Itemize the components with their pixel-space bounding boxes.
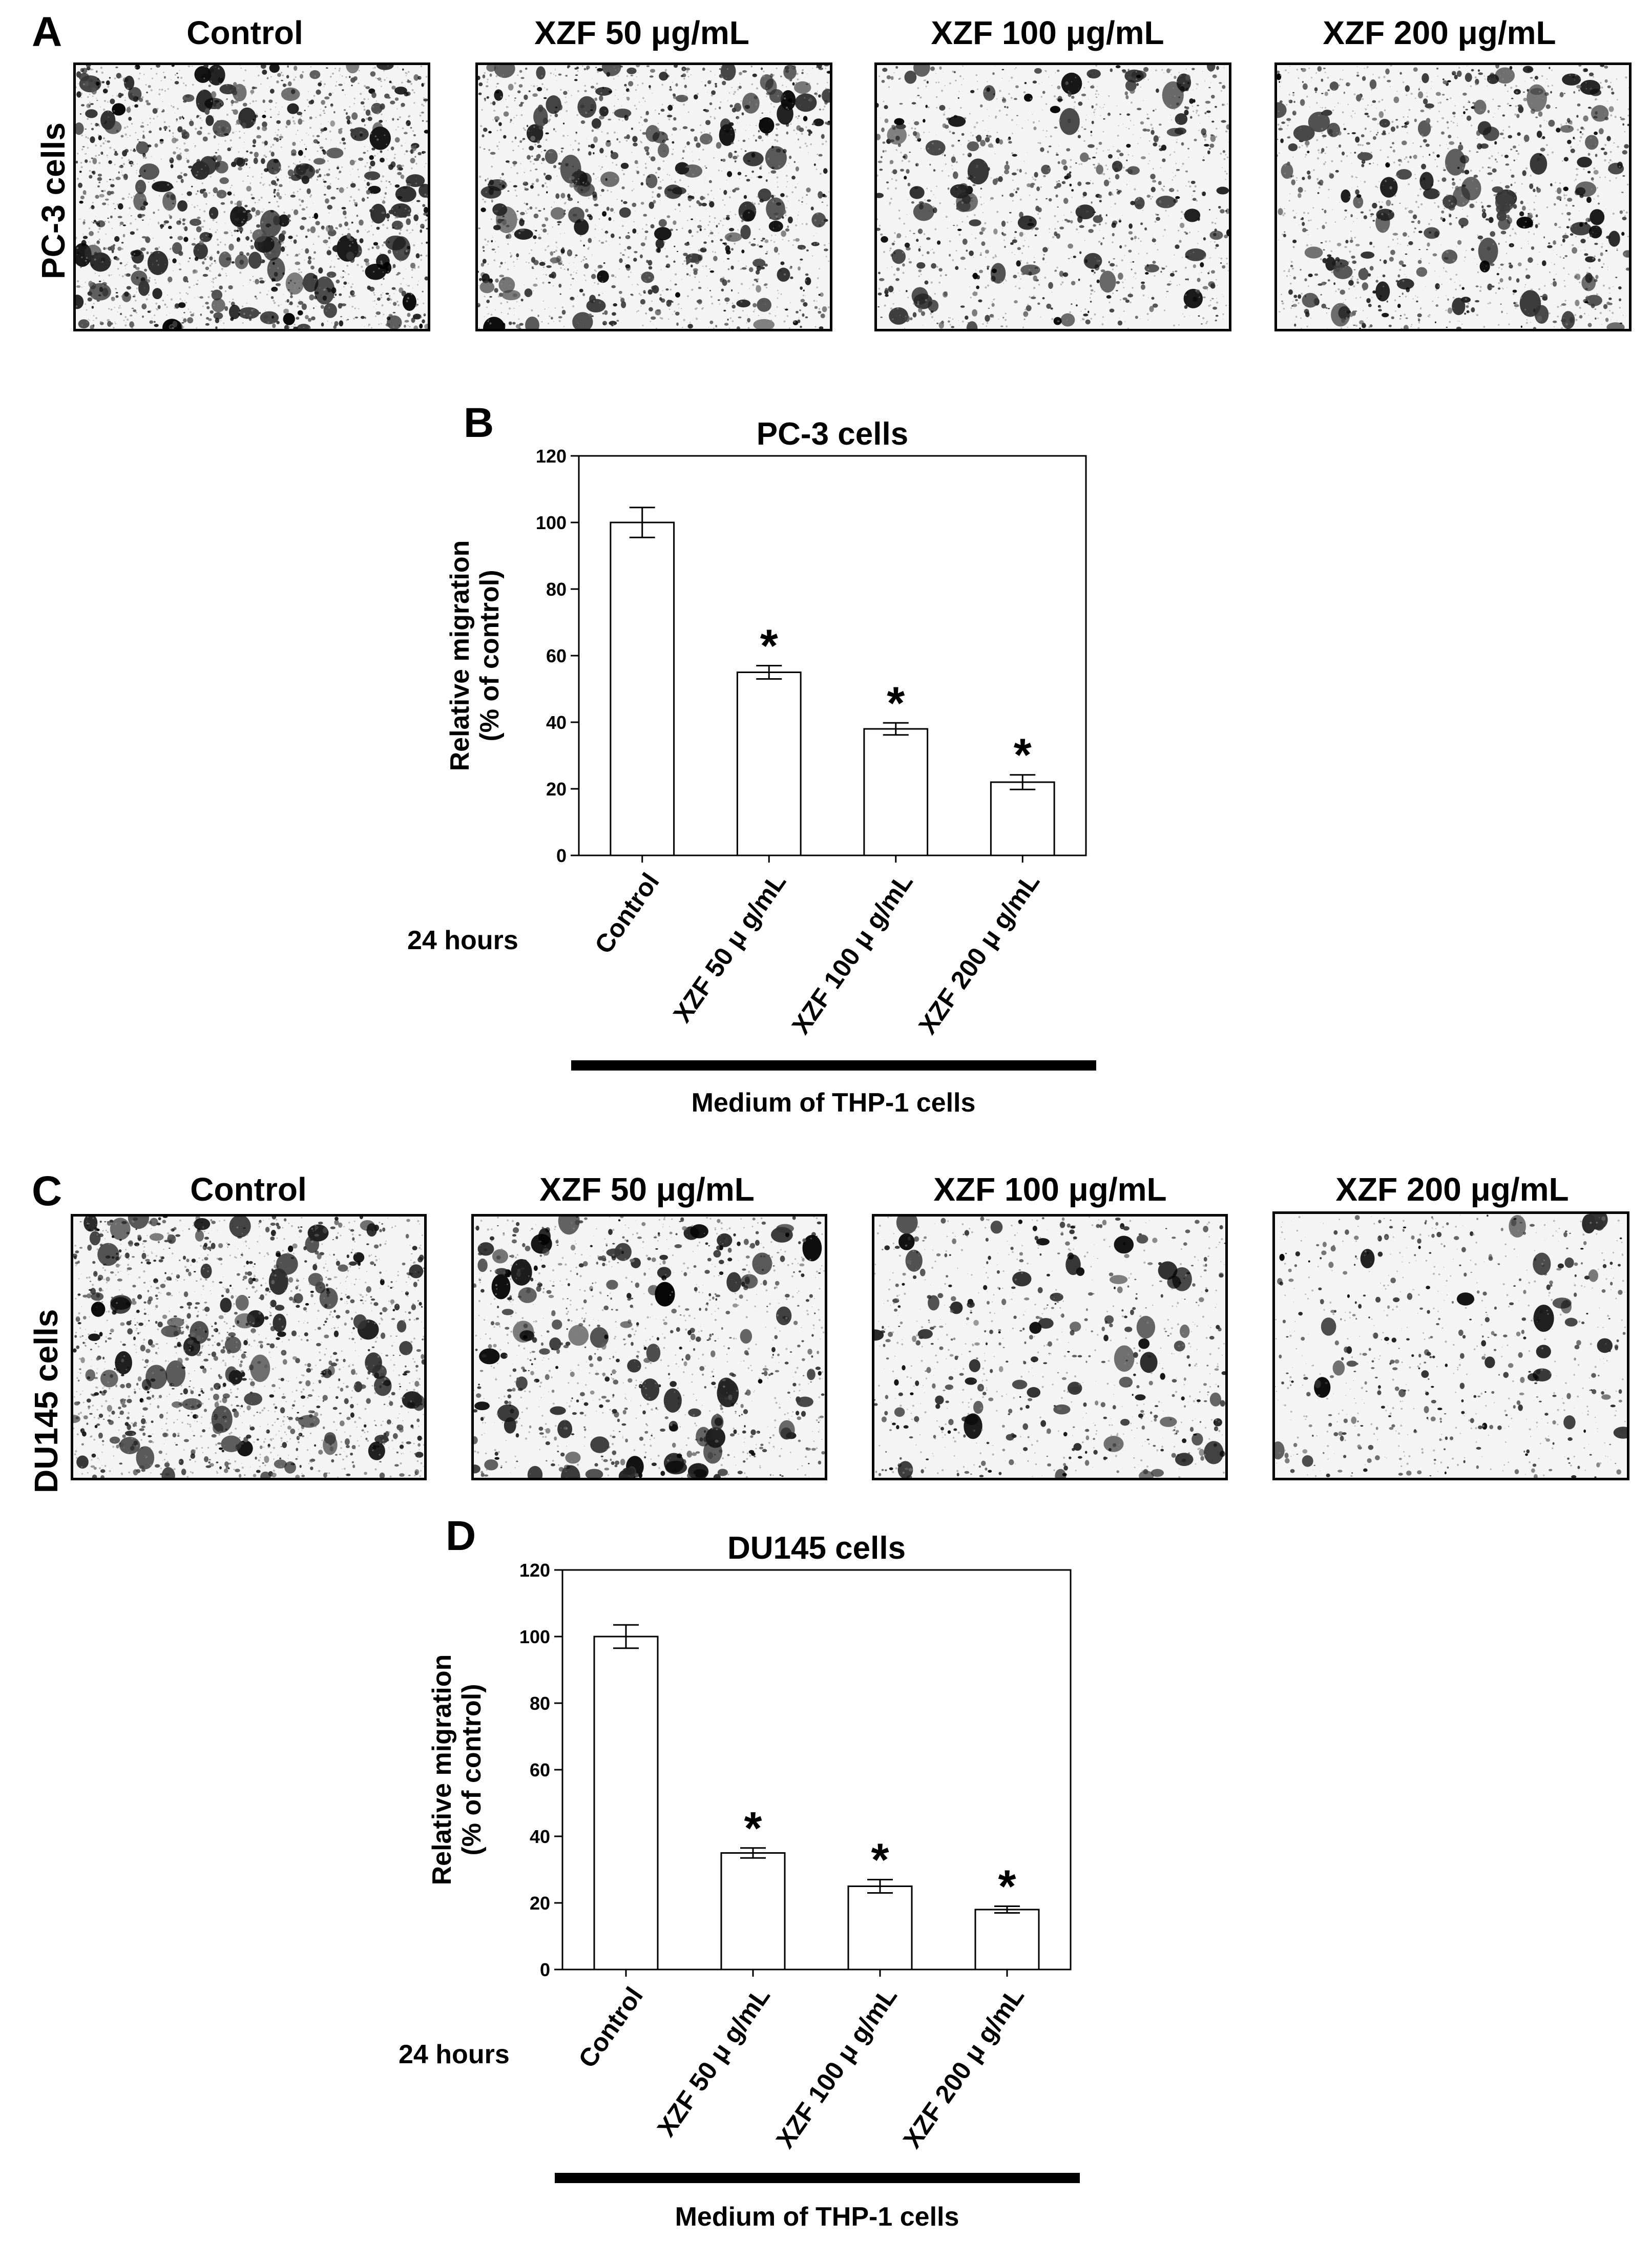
significance-mark-2: *: [871, 1835, 889, 1886]
bar-2: [847, 1885, 913, 1971]
significance-mark-3: *: [1014, 730, 1032, 781]
chart-d-treatment-bracket: [555, 2173, 1080, 2183]
category-label-0: Control: [573, 1982, 649, 2073]
panel-letter-a: A: [32, 9, 62, 55]
y-tick-label: 80: [530, 1693, 550, 1714]
chart-b-medium-label: Medium of THP-1 cells: [691, 1088, 976, 1118]
col-title-a-1: XZF 50 μg/mL: [534, 14, 749, 51]
y-tick-label: 20: [530, 1893, 550, 1914]
y-tick-label: 120: [519, 1560, 550, 1581]
micrograph-du145-xzf100: [872, 1214, 1228, 1480]
panel-letter-b: B: [464, 400, 494, 446]
y-axis-label-unit: (% of control): [475, 570, 505, 741]
micrograph-du145-xzf50: [471, 1214, 827, 1480]
col-title-c-2: XZF 100 μg/mL: [933, 1171, 1167, 1208]
col-title-c-0: Control: [190, 1171, 307, 1208]
category-label-1: XZF 50 μ g/mL: [652, 1982, 776, 2142]
bar-1: [736, 672, 802, 856]
col-title-c-1: XZF 50 μg/mL: [539, 1171, 755, 1208]
y-axis-label-unit: (% of control): [457, 1684, 487, 1855]
panel-letter-c: C: [32, 1168, 62, 1214]
col-title-a-3: XZF 200 μg/mL: [1323, 14, 1556, 51]
panel-letter-d: D: [446, 1513, 476, 1559]
chart-title: PC-3 cells: [757, 416, 908, 452]
significance-mark-1: *: [744, 1803, 762, 1854]
y-tick-label: 20: [546, 779, 567, 800]
micrograph-pc3-xzf50: [475, 62, 832, 331]
y-tick-label: 40: [546, 712, 567, 733]
chart-b-treatment-bracket: [571, 1060, 1096, 1071]
bar-0: [593, 1636, 659, 1971]
chart-d-hours-label: 24 hours: [399, 2040, 510, 2069]
y-tick-label: 100: [519, 1626, 550, 1647]
col-title-a-2: XZF 100 μg/mL: [931, 14, 1164, 51]
significance-mark-3: *: [998, 1861, 1016, 1913]
y-tick-label: 60: [530, 1759, 550, 1780]
micrograph-pc3-xzf100: [874, 62, 1231, 331]
y-axis-label: Relative migration: [427, 1654, 457, 1885]
chart-b-hours-label: 24 hours: [407, 926, 518, 955]
col-title-c-3: XZF 200 μg/mL: [1335, 1171, 1569, 1208]
y-tick-label: 100: [536, 512, 567, 533]
col-title-a-0: Control: [186, 14, 303, 51]
micrograph-du145-control: [71, 1214, 427, 1480]
micrograph-du145-xzf200: [1272, 1211, 1629, 1480]
y-tick-label: 120: [536, 446, 567, 467]
micrograph-pc3-xzf200: [1274, 62, 1632, 331]
chart-pc3-migration: PC-3 cells 0 20 40 60 80 100 120 Relative migrat…: [445, 416, 1087, 1039]
bar-1: [720, 1852, 786, 1971]
bar-3: [974, 1909, 1040, 1971]
significance-mark-2: *: [887, 678, 905, 729]
y-tick-label: 40: [530, 1826, 550, 1847]
y-tick-label: 0: [540, 1959, 550, 1980]
chart-d-medium-label: Medium of THP-1 cells: [675, 2202, 959, 2232]
chart-title: DU145 cells: [727, 1531, 906, 1566]
y-axis-label: Relative migration: [445, 540, 475, 771]
y-tick-label: 80: [546, 579, 567, 600]
micrograph-pc3-control: [73, 62, 430, 331]
y-tick-label: 60: [546, 645, 567, 666]
category-label-2: XZF 100 μ g/mL: [770, 1982, 903, 2153]
significance-mark-1: *: [760, 621, 778, 672]
category-label-3: XZF 200 μ g/mL: [897, 1982, 1030, 2153]
bar-2: [863, 728, 929, 856]
y-tick-label: 0: [556, 845, 567, 866]
